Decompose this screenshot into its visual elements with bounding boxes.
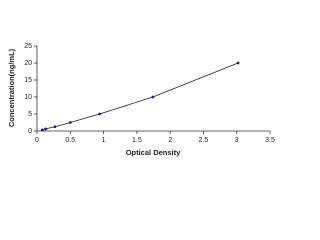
page: {"chart_data": {"type": "line", "x_label… — [6, 42, 275, 157]
chart: Optical Density Concentration(ng/mL) 0 5 1… — [7, 43, 275, 157]
x-tick-label: 2 — [168, 137, 172, 144]
x-tick-label: 1.5 — [132, 137, 142, 144]
y-axis-label: Concentration(ng/mL) — [7, 48, 16, 127]
x-axis-label: Optical Density — [126, 148, 181, 157]
x-tick-label: 2.5 — [199, 137, 209, 144]
x-tick-label: 0 — [35, 137, 39, 144]
y-tick-label: 5 — [28, 111, 32, 118]
point — [44, 127, 48, 131]
x-tick-label: 0.5 — [65, 137, 75, 144]
point — [98, 112, 101, 116]
curve — [42, 62, 239, 131]
x-tick-label: 1 — [102, 137, 106, 144]
y-tick-label: 15 — [24, 77, 32, 84]
point — [68, 121, 72, 124]
x-tick-label: 3 — [235, 137, 239, 144]
point — [53, 125, 57, 129]
x-tick-label: 3.5 — [265, 137, 275, 144]
point — [236, 61, 240, 65]
y-tick-label: 0 — [28, 128, 32, 135]
point — [151, 95, 155, 99]
point — [40, 128, 44, 132]
y-tick-label: 25 — [24, 43, 32, 50]
y-tick-label: 10 — [24, 94, 32, 101]
y-tick-label: 20 — [24, 60, 32, 67]
